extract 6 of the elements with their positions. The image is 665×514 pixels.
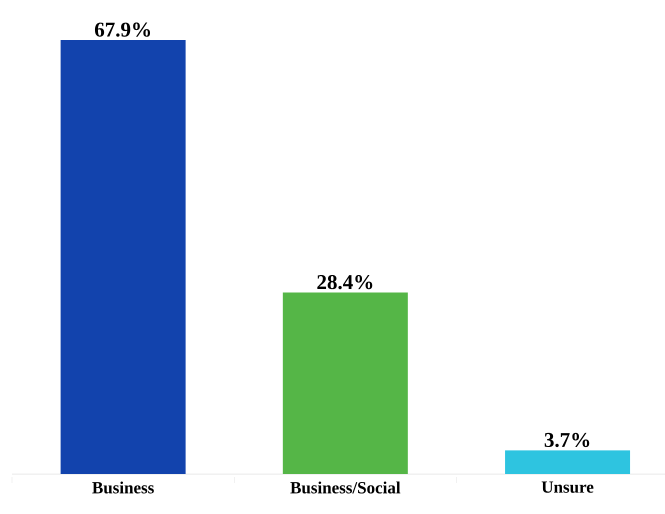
data-label: 28.4% [317, 275, 372, 290]
x-tick-label: Business [92, 482, 154, 494]
x-tick-label: Unsure [542, 482, 594, 493]
x-tick-label: Business/Social [290, 482, 400, 494]
data-label: 3.7% [544, 432, 590, 448]
data-label: 67.9% [94, 22, 150, 37]
